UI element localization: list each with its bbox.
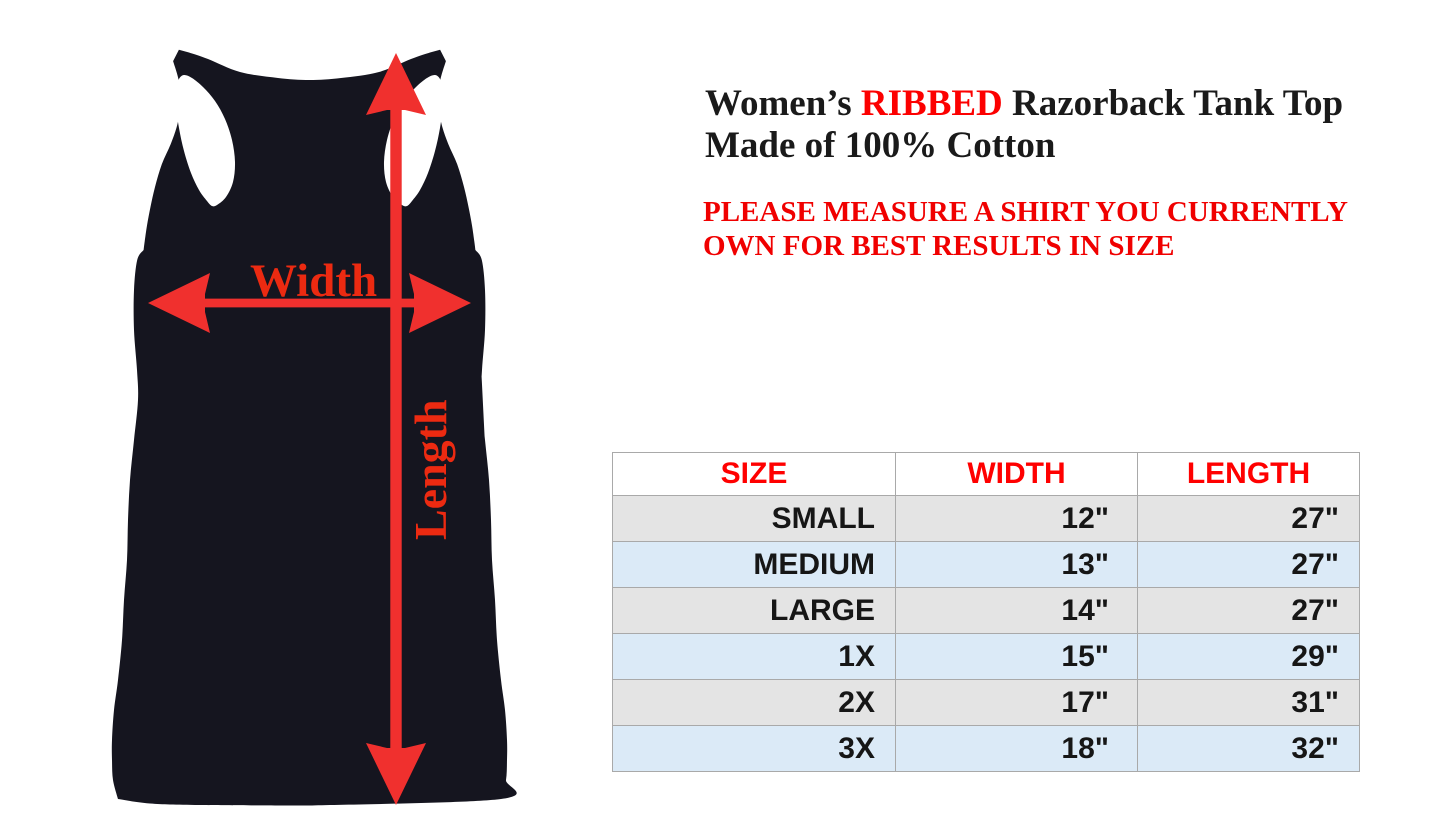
svg-text:Width: Width	[250, 255, 377, 307]
svg-text:Length: Length	[405, 399, 456, 540]
